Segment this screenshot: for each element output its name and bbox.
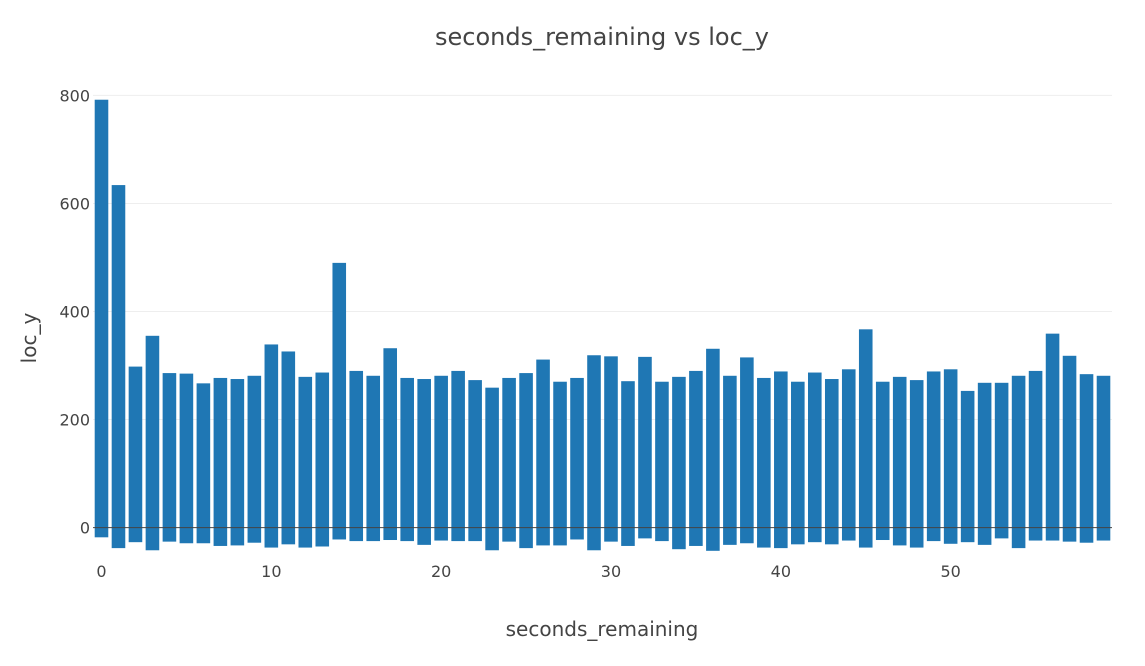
bar [841, 369, 856, 541]
bar [519, 373, 533, 549]
bar [400, 377, 414, 542]
bar [264, 344, 279, 548]
bar [655, 381, 669, 542]
bar [1062, 355, 1077, 542]
bar [213, 377, 228, 546]
bar [621, 381, 635, 546]
bar [162, 373, 177, 542]
y-tick-label: 200 [59, 411, 90, 430]
bar [553, 381, 567, 546]
bar [587, 355, 601, 551]
x-tick-label: 10 [261, 562, 281, 581]
bar [349, 370, 364, 542]
y-axis-title: loc_y [17, 313, 41, 364]
bar [315, 372, 330, 547]
y-tick-label: 800 [59, 86, 90, 105]
x-tick-label: 50 [940, 562, 960, 581]
bar [485, 387, 499, 551]
bar [1028, 370, 1043, 541]
bar [858, 329, 873, 548]
bar [824, 379, 839, 545]
bar [145, 335, 160, 551]
bar [672, 376, 686, 550]
chart-title: seconds_remaining vs loc_y [435, 23, 769, 51]
bar [366, 375, 381, 542]
bar [740, 357, 754, 544]
y-tick-label: 0 [80, 519, 90, 538]
y-tick-label: 600 [59, 194, 90, 213]
y-axis-ticks: 0 200 400 600 800 [59, 86, 90, 537]
bar [502, 377, 516, 542]
bar [604, 356, 618, 542]
bar [94, 99, 109, 538]
bar [757, 377, 771, 548]
bar [994, 382, 1009, 539]
bar [774, 371, 788, 549]
bar [230, 379, 245, 546]
bar [1079, 374, 1094, 543]
bar [706, 348, 720, 551]
bar [383, 348, 398, 541]
bar [570, 377, 584, 540]
y-tick-label: 400 [59, 302, 90, 321]
bar [468, 380, 482, 542]
bar [875, 381, 890, 541]
gridlines [93, 94, 1112, 421]
bar [977, 382, 992, 545]
x-tick-label: 30 [601, 562, 621, 581]
x-axis-title: seconds_remaining [506, 617, 699, 641]
bars [94, 99, 1111, 551]
bar [536, 359, 550, 546]
bar [179, 373, 194, 544]
x-axis-ticks: 0 10 20 30 40 50 [96, 562, 960, 581]
bar [638, 356, 652, 539]
bar [196, 383, 211, 544]
bar [960, 390, 975, 543]
bar [909, 380, 924, 548]
bar [111, 185, 126, 549]
bar [417, 379, 431, 545]
bar [1045, 333, 1060, 541]
bar [281, 351, 296, 545]
bar [807, 372, 822, 543]
bar [298, 376, 313, 548]
bar [723, 375, 737, 545]
x-tick-label: 40 [771, 562, 791, 581]
bar [434, 375, 448, 541]
bar [128, 366, 143, 543]
bar [791, 381, 805, 545]
bar [943, 369, 958, 544]
bar [1011, 375, 1026, 549]
bar [892, 376, 907, 546]
bar [689, 370, 703, 546]
bar [332, 262, 347, 540]
bar [1096, 375, 1111, 541]
bar [451, 370, 465, 542]
bar [247, 375, 262, 543]
bar [926, 371, 941, 542]
x-tick-label: 0 [96, 562, 106, 581]
x-tick-label: 20 [431, 562, 451, 581]
